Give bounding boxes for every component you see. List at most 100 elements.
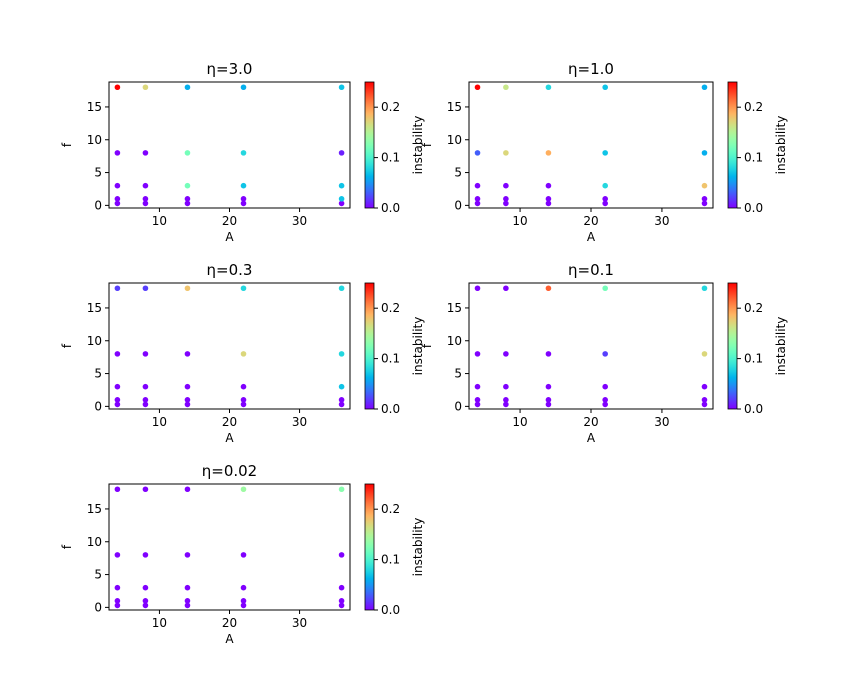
y-tick-label: 0 xyxy=(94,600,102,614)
x-axis-label: A xyxy=(587,230,596,244)
data-point xyxy=(545,383,552,390)
y-axis-label: f xyxy=(60,343,74,348)
data-point xyxy=(240,397,247,403)
y-tick-label: 15 xyxy=(447,301,462,315)
x-tick-label: 20 xyxy=(222,415,237,429)
data-point xyxy=(338,150,345,156)
colorbar-label: instability xyxy=(411,518,425,577)
colorbar-tick-label: 0.0 xyxy=(744,201,763,215)
data-point xyxy=(240,182,247,189)
data-point xyxy=(240,150,247,156)
data-point xyxy=(114,486,121,493)
subplot-title: η=1.0 xyxy=(568,60,614,78)
data-point xyxy=(114,351,121,357)
data-point xyxy=(503,182,509,189)
data-point xyxy=(545,200,552,207)
data-point xyxy=(240,200,247,207)
data-point xyxy=(701,84,708,91)
subplot-3: η=0.3 10 20 30 0 5 10 15 Af 0.0 0.1 0.2 instability xyxy=(60,261,425,445)
y-tick-label: 5 xyxy=(94,367,102,381)
data-point xyxy=(142,285,149,292)
colorbar-tick-label: 0.1 xyxy=(381,553,400,567)
data-point xyxy=(114,196,121,202)
subplot-4: η=0.1 10 20 30 0 5 10 15 Af 0.0 0.1 0.2 instability xyxy=(420,261,788,445)
colorbar-gradient xyxy=(364,81,375,209)
y-tick-label: 10 xyxy=(87,334,102,348)
data-point xyxy=(114,200,121,207)
data-point xyxy=(184,552,191,558)
data-point xyxy=(602,351,608,357)
data-point xyxy=(701,351,708,357)
data-point xyxy=(338,397,345,403)
data-point xyxy=(545,182,552,189)
data-point xyxy=(701,196,708,202)
data-point xyxy=(503,285,509,292)
y-tick-label: 0 xyxy=(454,198,462,212)
y-axis-label: f xyxy=(60,142,74,147)
colorbar-label: instability xyxy=(411,317,425,376)
y-tick-label: 15 xyxy=(87,502,102,516)
data-point xyxy=(545,196,552,202)
subplot-1: η=3.0 10 20 30 0 5 10 15 Af 0.0 0.1 0.2 instability xyxy=(60,60,425,244)
data-point xyxy=(602,150,608,156)
data-point xyxy=(184,285,191,292)
data-point xyxy=(474,200,481,207)
colorbar-tick-label: 0.2 xyxy=(381,100,400,114)
axes-frame xyxy=(468,81,714,209)
data-point xyxy=(184,84,191,91)
data-point xyxy=(701,397,708,403)
colorbar-tick-label: 0.0 xyxy=(381,402,400,416)
data-point xyxy=(701,200,708,207)
data-point xyxy=(142,598,149,604)
subplot-title: η=3.0 xyxy=(207,60,253,78)
y-axis-label: f xyxy=(60,544,74,549)
x-tick-label: 10 xyxy=(152,214,167,228)
x-tick-label: 20 xyxy=(583,214,598,228)
subplot-2: η=1.0 10 20 30 0 5 10 15 Af 0.0 0.1 0.2 instability xyxy=(420,60,788,244)
colorbar-label: instability xyxy=(411,116,425,175)
colorbar-label: instability xyxy=(774,317,788,376)
data-point xyxy=(114,285,121,292)
y-tick-label: 0 xyxy=(94,198,102,212)
colorbar-tick-label: 0.1 xyxy=(744,352,763,366)
x-tick-label: 30 xyxy=(292,616,307,630)
colorbar-gradient xyxy=(364,483,375,611)
data-point xyxy=(338,584,345,591)
axes-frame xyxy=(108,483,351,611)
x-tick-label: 20 xyxy=(222,214,237,228)
colorbar: 0.0 0.1 0.2 instability xyxy=(364,81,425,215)
data-point xyxy=(503,383,509,390)
x-axis-label: A xyxy=(587,431,596,445)
colorbar-tick-label: 0.2 xyxy=(744,301,763,315)
data-point xyxy=(503,397,509,403)
colorbar: 0.0 0.1 0.2 instability xyxy=(364,282,425,416)
x-tick-label: 30 xyxy=(292,415,307,429)
data-point xyxy=(503,401,509,408)
data-point xyxy=(338,182,345,189)
data-point xyxy=(240,486,247,493)
colorbar-gradient xyxy=(364,282,375,410)
x-tick-label: 10 xyxy=(512,214,527,228)
y-tick-label: 5 xyxy=(454,166,462,180)
colorbar-tick-label: 0.1 xyxy=(381,151,400,165)
colorbar: 0.0 0.1 0.2 instability xyxy=(727,282,788,416)
colorbar: 0.0 0.1 0.2 instability xyxy=(364,483,425,617)
data-point xyxy=(184,401,191,408)
data-point xyxy=(338,383,345,390)
data-point xyxy=(184,584,191,591)
data-point xyxy=(602,401,608,408)
subplot-title: η=0.1 xyxy=(568,261,614,279)
colorbar-gradient xyxy=(727,81,738,209)
data-point xyxy=(114,598,121,604)
colorbar-tick-label: 0.2 xyxy=(381,502,400,516)
data-point xyxy=(142,200,149,207)
x-tick-label: 10 xyxy=(512,415,527,429)
data-point xyxy=(503,351,509,357)
data-point xyxy=(474,150,481,156)
y-axis-label: f xyxy=(420,343,434,348)
y-tick-label: 10 xyxy=(87,535,102,549)
data-point xyxy=(114,84,121,91)
data-point xyxy=(184,602,191,609)
data-point xyxy=(184,150,191,156)
